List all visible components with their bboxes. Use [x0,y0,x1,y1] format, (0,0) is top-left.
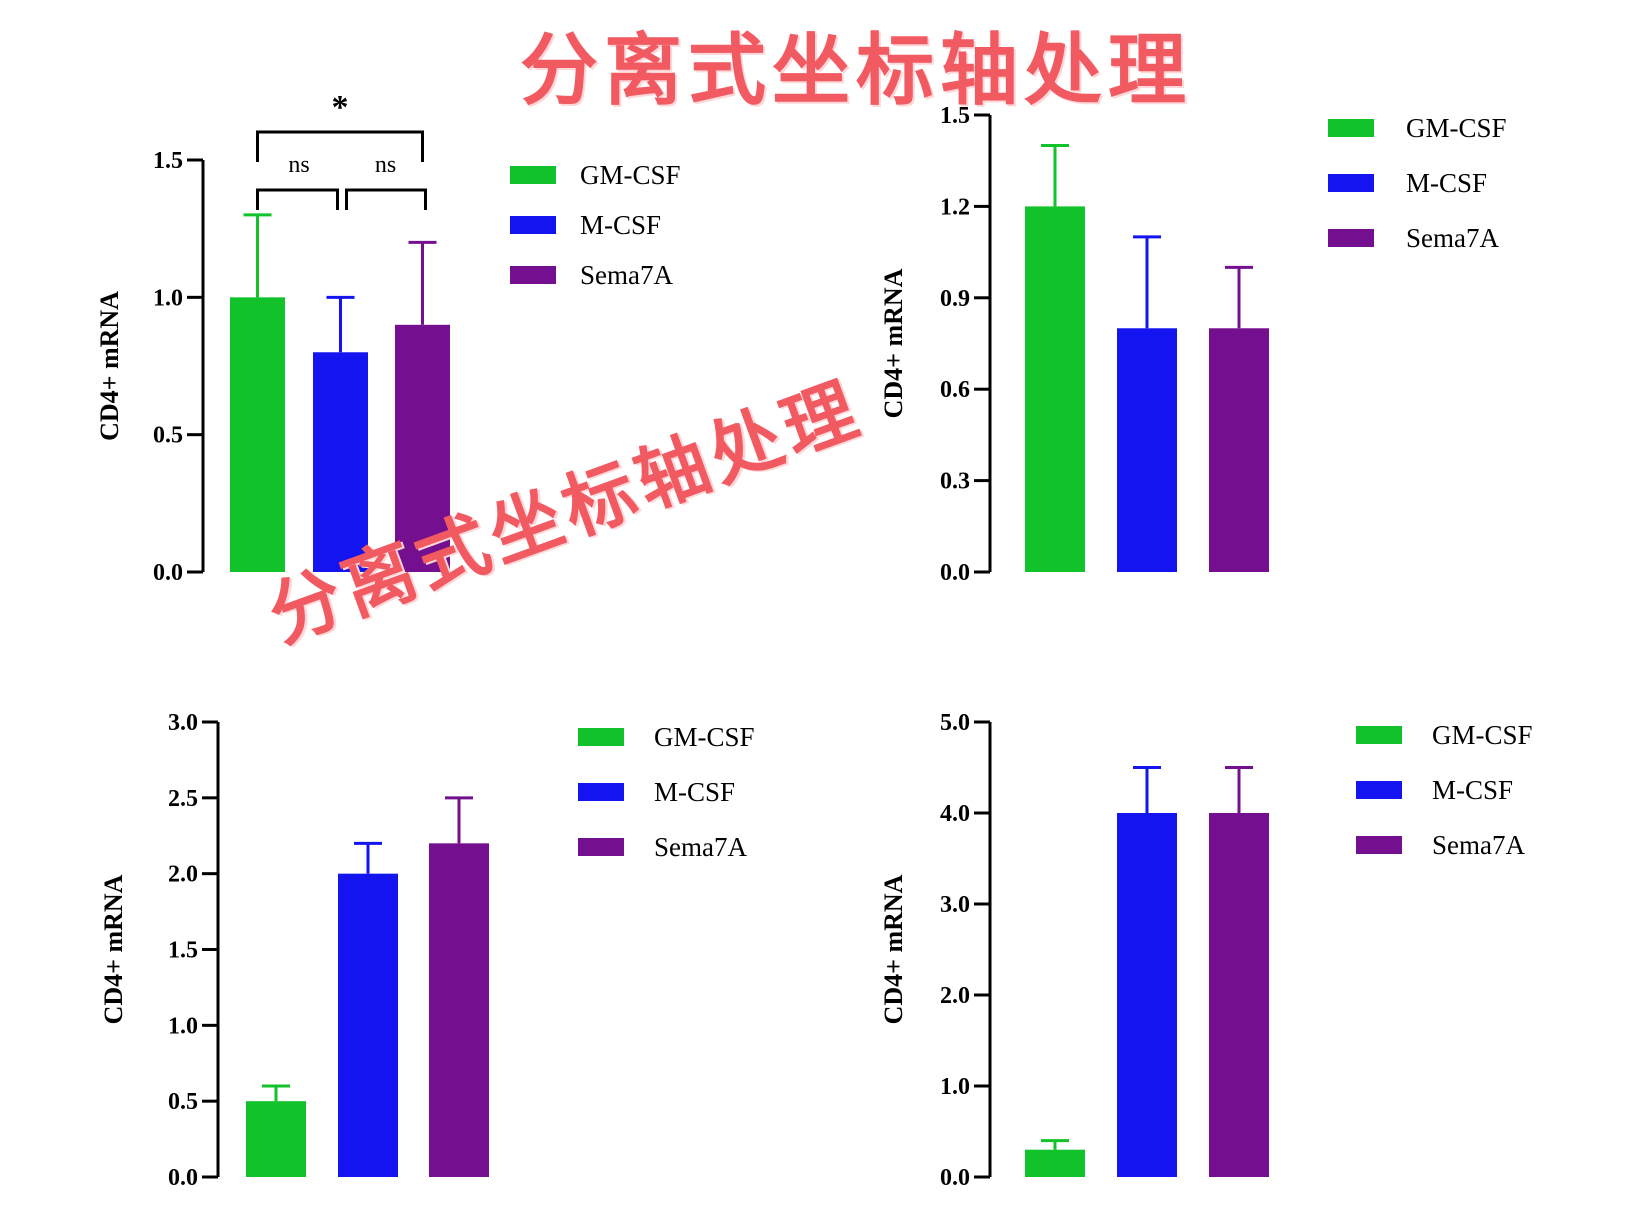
y-tick-label: 1.0 [940,1074,970,1100]
significance-bracket-pair2 [345,188,427,210]
bar-m-csf [338,873,398,1177]
legend-swatch-m-csf [510,216,556,234]
legend-swatch-sema7a [578,838,624,856]
bar-sema7a [429,843,489,1177]
bar-sema7a [395,324,450,572]
legend-swatch-m-csf [1328,174,1374,192]
legend-label-sema7a: Sema7A [580,260,673,290]
chart-3: 0.0 0.5 1.0 1.5 2.0 2.5 3.0 CD4+ mRNA GM-CSF M-CS… [99,710,755,1191]
legend-swatch-m-csf [578,783,624,801]
legend-label-sema7a: Sema7A [1432,830,1525,860]
chart-4: 0.0 1.0 2.0 3.0 4.0 5.0 CD4+ mRNA GM-CSF M-CSF Se… [879,710,1533,1191]
y-axis-label: CD4+ mRNA [879,874,908,1024]
y-tick-label: 1.2 [940,194,970,220]
legend-label-gm-csf: GM-CSF [1406,113,1507,143]
y-tick-label: 0.0 [168,1165,198,1191]
legend-label-sema7a: Sema7A [654,832,747,862]
bar-m-csf [1117,813,1177,1177]
legend-swatch-gm-csf [510,166,556,184]
bar-m-csf [1117,328,1177,572]
y-tick-label: 0.0 [153,560,183,586]
significance-label-pair1: ns [288,152,309,178]
y-tick-label: 2.5 [168,786,198,812]
legend-label-m-csf: M-CSF [654,777,735,807]
legend-label-m-csf: M-CSF [1406,168,1487,198]
legend-label-m-csf: M-CSF [1432,775,1513,805]
y-tick-label: 0.9 [940,286,970,312]
legend-swatch-m-csf [1356,781,1402,799]
y-tick-label: 5.0 [940,710,970,736]
legend-swatch-gm-csf [1356,726,1402,744]
bar-m-csf [313,352,368,572]
y-tick-label: 2.0 [940,983,970,1009]
legend-label-gm-csf: GM-CSF [1432,720,1533,750]
y-tick-label: 0.0 [940,1165,970,1191]
y-tick-label: 4.0 [940,801,970,827]
bar-gm-csf [246,1101,306,1177]
legend-label-sema7a: Sema7A [1406,223,1499,253]
y-axis-label: CD4+ mRNA [879,268,908,418]
bar-gm-csf [230,297,285,572]
chart-2: 0.0 0.3 0.6 0.9 1.2 1.5 CD4+ mRNA GM-CSF M-CSF Se… [879,103,1507,586]
legend-swatch-gm-csf [578,728,624,746]
y-tick-label: 1.5 [153,148,183,174]
significance-bracket-pair1 [256,188,339,210]
y-tick-label: 3.0 [168,710,198,736]
legend-label-gm-csf: GM-CSF [580,160,681,190]
legend-swatch-sema7a [510,266,556,284]
legend-swatch-sema7a [1356,836,1402,854]
bar-sema7a [1209,813,1269,1177]
bar-gm-csf [1025,206,1085,572]
y-tick-label: 0.3 [940,469,970,495]
y-tick-label: 3.0 [940,892,970,918]
y-tick-label: 1.5 [168,938,198,964]
y-axis-label: CD4+ mRNA [95,291,124,441]
y-axis-label: CD4+ mRNA [99,874,128,1024]
y-tick-label: 0.0 [940,560,970,586]
y-tick-label: 1.0 [153,285,183,311]
y-tick-label: 2.0 [168,862,198,888]
y-tick-label: 0.6 [940,377,970,403]
y-tick-label: 0.5 [153,423,183,449]
chart-1: 0.0 0.5 1.0 1.5 CD4+ mRNA GM-CSF M-CSF Sema7A * n… [95,89,681,586]
legend-swatch-gm-csf [1328,119,1374,137]
significance-label-overall: * [332,89,349,126]
y-tick-label: 1.0 [168,1013,198,1039]
overlay-watermark-top: 分离式坐标轴处理 [520,26,1193,116]
y-tick-label: 1.5 [940,103,970,129]
bar-gm-csf [1025,1149,1085,1177]
significance-bracket-overall [256,130,424,162]
y-tick-label: 0.5 [168,1089,198,1115]
significance-label-pair2: ns [375,152,396,178]
legend-label-gm-csf: GM-CSF [654,722,755,752]
bar-sema7a [1209,328,1269,572]
legend-label-m-csf: M-CSF [580,210,661,240]
legend-swatch-sema7a [1328,229,1374,247]
